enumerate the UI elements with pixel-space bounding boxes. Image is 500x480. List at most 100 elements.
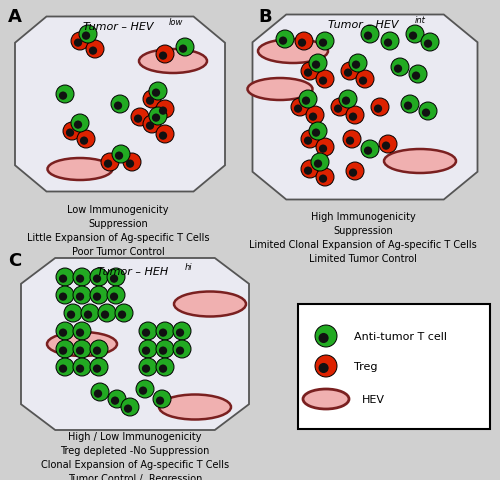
Circle shape — [107, 268, 125, 287]
Circle shape — [409, 33, 417, 41]
Circle shape — [344, 69, 352, 78]
Circle shape — [412, 72, 420, 81]
Circle shape — [342, 97, 350, 106]
Circle shape — [364, 33, 372, 41]
Circle shape — [173, 340, 191, 358]
Circle shape — [364, 147, 372, 156]
Circle shape — [126, 160, 134, 168]
Circle shape — [419, 103, 437, 121]
Circle shape — [422, 109, 430, 118]
Circle shape — [179, 46, 187, 54]
Circle shape — [309, 55, 327, 73]
Circle shape — [381, 33, 399, 51]
Circle shape — [301, 161, 319, 179]
Circle shape — [121, 398, 139, 416]
Circle shape — [349, 113, 357, 121]
Circle shape — [98, 304, 116, 323]
Circle shape — [316, 139, 334, 156]
Circle shape — [346, 107, 364, 125]
Circle shape — [391, 59, 409, 77]
Circle shape — [56, 268, 74, 287]
Circle shape — [346, 137, 354, 145]
Circle shape — [76, 275, 84, 283]
Circle shape — [176, 329, 184, 337]
Circle shape — [93, 275, 101, 283]
Circle shape — [349, 169, 357, 178]
Ellipse shape — [47, 332, 117, 356]
Circle shape — [318, 363, 328, 373]
Circle shape — [101, 311, 109, 319]
Circle shape — [139, 387, 147, 395]
Circle shape — [159, 52, 167, 60]
Circle shape — [59, 293, 67, 301]
Circle shape — [349, 55, 367, 73]
Circle shape — [56, 287, 74, 304]
Circle shape — [159, 132, 167, 141]
Circle shape — [334, 105, 342, 114]
Circle shape — [149, 83, 167, 101]
Circle shape — [93, 365, 101, 373]
Circle shape — [156, 340, 174, 358]
Circle shape — [316, 168, 334, 187]
Text: hi: hi — [185, 263, 192, 271]
Circle shape — [314, 160, 322, 168]
Circle shape — [143, 116, 161, 134]
Circle shape — [306, 107, 324, 125]
Circle shape — [299, 91, 317, 109]
Circle shape — [319, 77, 327, 85]
Text: High Immunogenicity
Suppression
Limited Clonal Expansion of Ag-specific T Cells
: High Immunogenicity Suppression Limited … — [249, 212, 477, 264]
Circle shape — [173, 323, 191, 340]
Circle shape — [73, 323, 91, 340]
Circle shape — [294, 105, 302, 114]
Circle shape — [176, 347, 184, 355]
Circle shape — [156, 46, 174, 64]
Circle shape — [84, 311, 92, 319]
Circle shape — [71, 33, 89, 51]
Circle shape — [64, 304, 82, 323]
Circle shape — [312, 129, 320, 137]
Text: A: A — [8, 8, 22, 26]
Circle shape — [302, 97, 310, 106]
Circle shape — [401, 96, 419, 114]
Circle shape — [346, 163, 364, 180]
Circle shape — [59, 92, 67, 100]
Circle shape — [73, 340, 91, 358]
Text: int: int — [415, 16, 426, 25]
Circle shape — [149, 108, 167, 126]
Circle shape — [159, 365, 167, 373]
Circle shape — [156, 396, 164, 405]
Circle shape — [309, 123, 327, 141]
Circle shape — [319, 175, 327, 183]
Circle shape — [112, 146, 130, 164]
Text: Tumor – HEH: Tumor – HEH — [98, 266, 168, 276]
Circle shape — [304, 69, 312, 78]
Circle shape — [279, 37, 287, 46]
Circle shape — [304, 137, 312, 145]
Text: Anti-tumor T cell: Anti-tumor T cell — [354, 331, 447, 341]
Circle shape — [76, 347, 84, 355]
Circle shape — [421, 34, 439, 52]
Circle shape — [139, 340, 157, 358]
Circle shape — [153, 390, 171, 408]
Circle shape — [374, 105, 382, 114]
Circle shape — [63, 123, 81, 141]
Text: High / Low Immunogenicity
Treg depleted -No Suppression
Clonal Expansion of Ag-s: High / Low Immunogenicity Treg depleted … — [41, 431, 229, 480]
Circle shape — [93, 293, 101, 301]
Circle shape — [156, 358, 174, 376]
Circle shape — [90, 287, 108, 304]
Circle shape — [56, 323, 74, 340]
Circle shape — [56, 340, 74, 358]
Circle shape — [67, 311, 75, 319]
Circle shape — [71, 115, 89, 133]
Circle shape — [379, 136, 397, 154]
Circle shape — [341, 63, 359, 81]
Circle shape — [356, 71, 374, 89]
Circle shape — [115, 152, 123, 160]
Circle shape — [343, 131, 361, 149]
Circle shape — [94, 390, 102, 398]
Ellipse shape — [159, 395, 231, 420]
Polygon shape — [15, 17, 225, 192]
Circle shape — [339, 91, 357, 109]
Circle shape — [301, 131, 319, 149]
Circle shape — [384, 39, 392, 48]
